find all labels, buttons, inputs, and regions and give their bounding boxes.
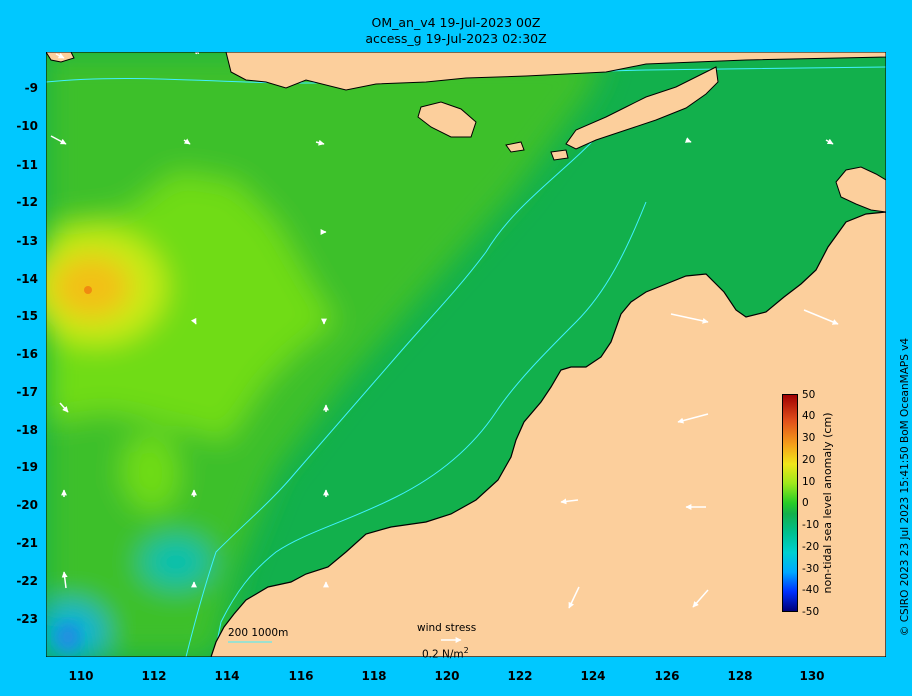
wind-arrow bbox=[59, 402, 69, 413]
colorbar-tick: 0 bbox=[802, 497, 809, 509]
anomaly-field bbox=[46, 52, 606, 657]
land-lesser-sunda bbox=[225, 52, 886, 91]
wind-arrow bbox=[61, 571, 68, 589]
wind-arrow bbox=[825, 138, 834, 145]
lon-tick: 130 bbox=[799, 669, 825, 683]
lon-tick: 128 bbox=[727, 669, 753, 683]
land-northern-territory bbox=[835, 166, 886, 213]
colorbar-tick: -40 bbox=[802, 584, 820, 596]
colorbar bbox=[782, 394, 798, 612]
land-rote bbox=[505, 141, 525, 153]
isobath-1000m bbox=[185, 126, 607, 657]
land-small-island bbox=[550, 149, 569, 161]
lat-tick: -18 bbox=[16, 423, 38, 437]
colorbar-tick: 50 bbox=[802, 389, 816, 401]
wind-stress-arrows bbox=[50, 52, 839, 643]
isobath-200m bbox=[213, 201, 647, 657]
wind-stress-scale: 0.2 N/m2 bbox=[422, 645, 469, 661]
wind-arrow bbox=[55, 52, 65, 59]
lon-tick: 114 bbox=[214, 669, 240, 683]
lon-tick: 122 bbox=[507, 669, 533, 683]
colorbar-label: non-tidal sea level anomaly (cm) bbox=[821, 412, 834, 594]
lat-tick: -12 bbox=[16, 195, 38, 209]
lat-tick: -15 bbox=[16, 309, 38, 323]
anomaly-low-1 bbox=[141, 537, 211, 587]
wind-stress-legend-label: wind stress bbox=[417, 622, 477, 634]
wind-arrow bbox=[568, 586, 580, 609]
wind-arrow bbox=[677, 413, 709, 424]
colorbar-tick: 30 bbox=[802, 432, 816, 444]
anomaly-high-center bbox=[51, 255, 131, 319]
wind-arrow bbox=[315, 139, 325, 146]
lat-tick: -13 bbox=[16, 234, 38, 248]
colorbar-tick: 20 bbox=[802, 454, 816, 466]
anomaly-low-center bbox=[56, 623, 80, 651]
wind-arrow bbox=[50, 135, 67, 145]
sea-level-map bbox=[46, 52, 886, 657]
wind-arrow bbox=[670, 313, 709, 324]
colorbar-tick: -10 bbox=[802, 519, 820, 531]
map-title: OM_an_v4 19-Jul-2023 00Z bbox=[371, 15, 541, 30]
lat-tick: -19 bbox=[16, 460, 38, 474]
lon-tick: 112 bbox=[141, 669, 167, 683]
lon-tick: 110 bbox=[68, 669, 94, 683]
anomaly-peak-dot bbox=[84, 286, 92, 294]
wind-stress-scale-exponent: 2 bbox=[463, 646, 469, 655]
lat-tick: -22 bbox=[16, 574, 38, 588]
land-sumba bbox=[417, 101, 477, 138]
colorbar-tick: -30 bbox=[802, 563, 820, 575]
map-subtitle: access_g 19-Jul-2023 02:30Z bbox=[365, 31, 547, 46]
lat-tick: -20 bbox=[16, 498, 38, 512]
lat-tick: -17 bbox=[16, 385, 38, 399]
land-timor bbox=[565, 66, 719, 150]
anomaly-zone-positive-south bbox=[121, 432, 181, 512]
wind-arrow bbox=[183, 138, 191, 145]
lon-tick: 116 bbox=[288, 669, 314, 683]
colorbar-tick: -50 bbox=[802, 606, 820, 618]
colorbar-tick: -20 bbox=[802, 541, 820, 553]
wind-stress-scale-value: 0.2 N/m bbox=[422, 648, 464, 661]
lat-tick: -9 bbox=[24, 81, 38, 95]
lat-tick: -11 bbox=[16, 158, 38, 172]
wind-arrow bbox=[193, 52, 200, 55]
wind-arrow bbox=[803, 309, 839, 325]
credit-text: © CSIRO 2023 23 Jul 2023 15:41:50 BoM Oc… bbox=[899, 337, 911, 637]
lat-tick: -14 bbox=[16, 272, 38, 286]
wind-arrow bbox=[190, 317, 197, 325]
lon-tick: 126 bbox=[654, 669, 680, 683]
wind-arrow bbox=[560, 498, 579, 505]
land-australia bbox=[210, 211, 886, 657]
lon-tick: 118 bbox=[361, 669, 387, 683]
isobath-legend: 200 1000m bbox=[228, 627, 289, 639]
lon-tick: 124 bbox=[580, 669, 606, 683]
wind-arrow bbox=[684, 137, 692, 143]
lat-tick: -10 bbox=[16, 119, 38, 133]
lon-tick: 120 bbox=[434, 669, 460, 683]
colorbar-tick: 10 bbox=[802, 476, 816, 488]
lat-tick: -21 bbox=[16, 536, 38, 550]
lat-tick: -23 bbox=[16, 612, 38, 626]
lat-tick: -16 bbox=[16, 347, 38, 361]
wind-arrow bbox=[692, 589, 709, 608]
colorbar-tick: 40 bbox=[802, 410, 816, 422]
